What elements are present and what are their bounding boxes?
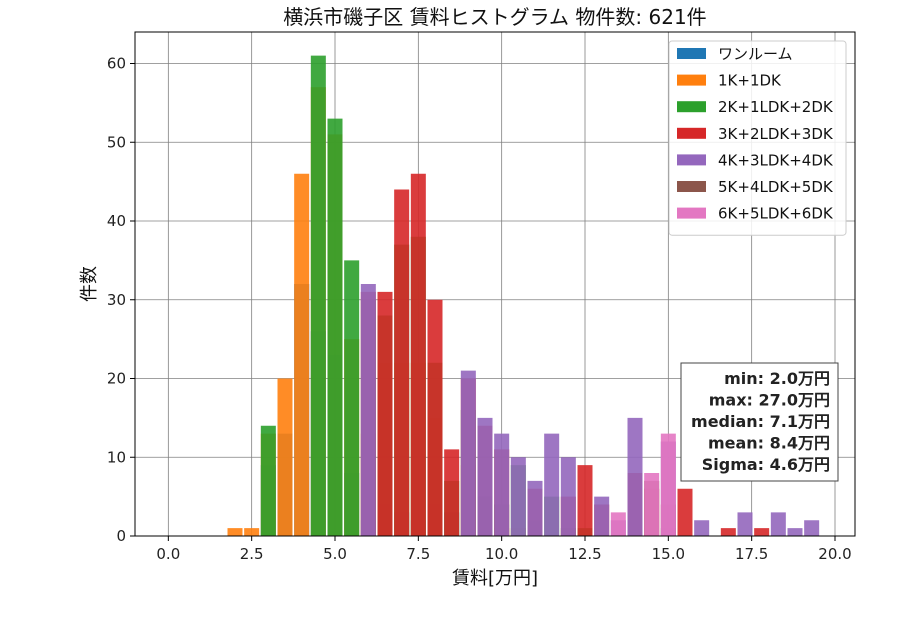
y-tick-label: 30 [107,291,126,309]
y-tick-label: 0 [116,527,126,545]
bar [644,473,660,536]
bar [544,433,560,536]
bar [344,260,360,536]
bar [310,55,326,536]
legend-swatch [677,48,706,59]
bar [770,512,786,536]
x-tick-label: 20.0 [818,545,851,563]
bar [560,457,576,536]
legend: ワンルーム 1K+1DK 2K+1LDK+2DK 3K+2LDK+3DK 4K+3LDK… [668,40,847,236]
legend-swatch [677,101,706,113]
bar [244,528,260,536]
legend-label: 1K+1DK [718,72,782,90]
bar [444,449,460,536]
chart-title: 横浜市磯子区 賃料ヒストグラム 物件数: 621件 [283,5,706,29]
bars [227,55,820,536]
bar [594,496,610,536]
legend-label: 2K+1LDK+2DK [718,98,834,116]
bar [610,512,626,536]
bar [294,173,310,536]
bar [460,370,476,536]
legend-label: ワンルーム [718,45,793,63]
bar [720,528,736,536]
legend-swatch [677,127,706,139]
bar [627,417,643,536]
legend-swatch [677,154,706,166]
x-tick-label: 2.5 [240,545,264,563]
legend-swatch [677,74,706,86]
legend-swatch [677,181,706,192]
bar [804,520,820,536]
legend-label: 4K+3LDK+4DK [718,151,834,169]
bar [410,173,426,536]
x-axis-ticks: 0.0 2.5 5.0 7.5 10.0 12.5 15.0 17.5 20.0 [156,536,852,563]
legend-label: 6K+5LDK+6DK [718,205,834,223]
bar [427,299,443,536]
y-tick-label: 60 [107,55,126,73]
y-tick-label: 40 [107,212,126,230]
bar [327,118,343,536]
bar [377,291,393,536]
bar [277,378,293,536]
bar [227,528,243,536]
y-axis-label: 件数 [79,266,100,302]
bar [360,284,376,536]
stats-line: max: 27.0万円 [709,391,830,410]
x-tick-label: 7.5 [406,545,430,563]
stats-box: min: 2.0万円 max: 27.0万円 median: 7.1万円 mean: … [680,362,839,482]
legend-frame [668,40,847,236]
bar [754,528,770,536]
y-tick-label: 20 [107,370,126,388]
legend-label: 5K+4LDK+5DK [718,178,834,196]
x-tick-label: 12.5 [568,545,601,563]
x-tick-label: 5.0 [323,545,347,563]
bar [677,488,693,536]
x-tick-label: 0.0 [156,545,180,563]
bar [260,425,276,536]
legend-label: 3K+2LDK+3DK [718,125,834,143]
y-tick-label: 50 [107,133,126,151]
stats-frame [680,362,839,482]
stats-line: median: 7.1万円 [691,412,830,431]
bar [477,417,493,536]
bar [494,433,510,536]
bar [577,465,593,536]
bar [527,480,543,536]
legend-swatch [677,207,706,219]
bar [737,512,753,536]
stats-line: Sigma: 4.6万円 [702,455,830,474]
bar [787,528,803,536]
stats-line: mean: 8.4万円 [708,434,830,453]
bar [694,520,710,536]
plot-border [134,31,856,537]
x-tick-label: 15.0 [652,545,685,563]
x-tick-label: 17.5 [735,545,768,563]
y-axis-ticks: 0 10 20 30 40 50 60 [107,55,135,545]
bar [394,189,410,536]
bar [510,457,526,536]
x-tick-label: 10.0 [485,545,518,563]
y-tick-label: 10 [107,448,126,466]
stats-line: min: 2.0万円 [724,369,830,388]
bar [660,433,676,536]
x-axis-label: 賃料[万円] [452,568,538,589]
